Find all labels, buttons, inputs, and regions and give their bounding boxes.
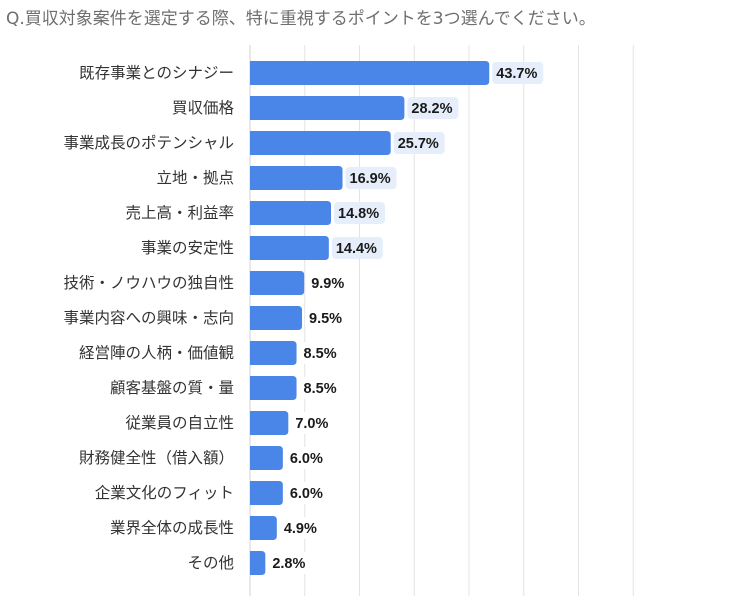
value-label-bg-5	[331, 237, 383, 259]
bar-10	[250, 411, 289, 435]
category-label-10: 従業員の自立性	[125, 414, 234, 432]
value-label-2: 25.7%	[398, 136, 439, 152]
value-label-bg-8	[299, 342, 342, 364]
category-label-9: 顧客基盤の質・量	[110, 379, 234, 397]
bar-3	[250, 166, 343, 190]
bar-12	[250, 481, 283, 505]
bars	[250, 61, 490, 575]
bar-8	[250, 341, 297, 365]
question-title: Q.買収対象案件を選定する際、特に重視するポイントを3つ選んでください。	[6, 9, 596, 29]
category-label-4: 売上高・利益率	[125, 204, 234, 222]
category-label-3: 立地・拠点	[156, 169, 234, 187]
value-label-3: 16.9%	[350, 171, 391, 187]
value-label-8: 8.5%	[304, 346, 337, 362]
value-label-bg-9	[299, 377, 342, 399]
category-label-8: 経営陣の人柄・価値観	[79, 344, 234, 362]
bar-4	[250, 201, 332, 225]
category-label-1: 買収価格	[172, 99, 235, 117]
category-label-13: 業界全体の成長性	[110, 519, 234, 537]
value-label-bg-2	[393, 132, 445, 154]
category-label-6: 技術・ノウハウの独自性	[63, 274, 234, 292]
value-label-5: 14.4%	[336, 241, 377, 257]
category-label-2: 事業成長のポテンシャル	[63, 134, 234, 152]
bar-11	[250, 446, 283, 470]
value-label-0: 43.7%	[496, 66, 537, 82]
bar-0	[250, 61, 490, 85]
value-label-bg-0	[492, 62, 544, 84]
bar-9	[250, 376, 297, 400]
bar-13	[250, 516, 277, 540]
value-label-bg-3	[345, 167, 397, 189]
value-label-11: 6.0%	[290, 451, 323, 467]
value-label-bg-13	[279, 517, 323, 539]
value-label-10: 7.0%	[295, 416, 328, 432]
value-label-13: 4.9%	[284, 521, 317, 537]
value-label-1: 28.2%	[411, 101, 452, 117]
category-label-12: 企業文化のフィット	[95, 484, 234, 502]
value-label-bg-14	[268, 552, 311, 574]
bar-2	[250, 131, 391, 155]
value-label-bg-10	[291, 412, 334, 434]
value-label-6: 9.9%	[311, 276, 344, 292]
bar-7	[250, 306, 303, 330]
value-label-bg-12	[285, 482, 329, 504]
value-label-14: 2.8%	[272, 556, 305, 572]
category-label-0: 既存事業とのシナジー	[79, 64, 234, 82]
category-label-14: その他	[187, 554, 234, 572]
bar-14	[250, 551, 266, 575]
value-label-bg-6	[307, 272, 350, 294]
value-label-bg-11	[285, 447, 329, 469]
bar-6	[250, 271, 305, 295]
category-label-7: 事業内容への興味・志向	[63, 309, 234, 327]
value-label-12: 6.0%	[290, 486, 323, 502]
value-label-bg-1	[407, 97, 459, 119]
bar-5	[250, 236, 329, 260]
value-label-7: 9.5%	[309, 311, 342, 327]
category-label-11: 財務健全性（借入額）	[79, 449, 234, 467]
category-labels: 既存事業とのシナジー買収価格事業成長のポテンシャル立地・拠点売上高・利益率事業の…	[63, 64, 234, 572]
value-label-bg-7	[305, 307, 348, 329]
category-label-5: 事業の安定性	[141, 239, 234, 257]
bar-1	[250, 96, 405, 120]
value-labels: 43.7% 28.2% 25.7% 16.9% 14.8% 14.4% 9.9% 9.5% 8.…	[268, 62, 544, 574]
value-label-4: 14.8%	[338, 206, 379, 222]
value-label-9: 8.5%	[304, 381, 337, 397]
value-label-bg-4	[334, 202, 386, 224]
